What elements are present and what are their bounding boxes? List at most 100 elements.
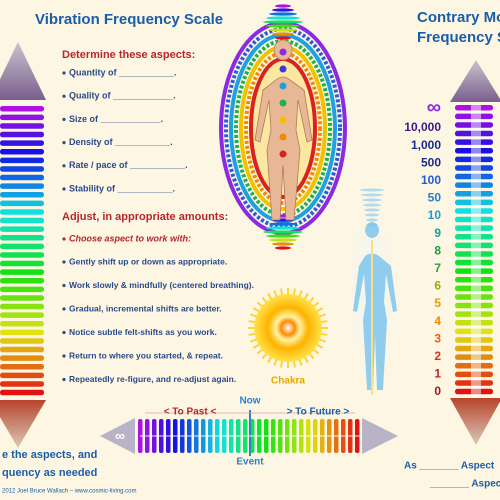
bullet <box>62 237 66 241</box>
timeline-future: > To Future > <box>287 407 350 418</box>
stripe <box>0 295 44 301</box>
adjust-item: Notice subtle felt-shifts as you work. <box>69 327 217 337</box>
stripe <box>0 200 44 207</box>
stripe <box>0 226 44 232</box>
bullet <box>62 260 66 264</box>
footer-left: e the aspects, and <box>2 449 97 461</box>
scale-label: ∞ <box>427 96 441 118</box>
footer-right: As _______ Aspect <box>404 461 495 472</box>
bullet <box>62 164 66 168</box>
infinity-mark: ∞ <box>115 428 125 444</box>
stripe <box>0 140 44 146</box>
figure-disc <box>361 193 383 197</box>
stripe <box>0 243 44 250</box>
scale-label: 100 <box>421 173 441 187</box>
root-disc <box>269 238 297 242</box>
scale-label: 4 <box>434 314 441 328</box>
aspect-item: Quality of ____________. <box>69 91 176 101</box>
bullet <box>62 330 66 335</box>
bullet <box>62 71 66 75</box>
chakra-sun <box>254 294 322 362</box>
crown-disc <box>275 4 291 8</box>
stripe <box>0 269 44 275</box>
crown-disc <box>263 20 303 24</box>
adjust-item: Gently shift up or down as appropriate. <box>69 256 227 266</box>
stripe <box>0 355 44 361</box>
scale-label: 500 <box>421 155 441 169</box>
timeline-right-arrow <box>362 418 398 454</box>
adjust-heading: Adjust, in appropriate amounts: <box>62 211 228 223</box>
adjust-item: Return to where you started, & repeat. <box>69 350 223 360</box>
root-disc <box>275 246 291 250</box>
scale-label: 0 <box>434 384 441 398</box>
root-disc <box>266 234 300 238</box>
chakra-dot <box>279 150 287 158</box>
stripe <box>0 209 44 215</box>
figure-disc <box>365 213 379 217</box>
stripe <box>0 260 44 267</box>
stripe <box>0 278 44 284</box>
arrow-down <box>0 400 46 448</box>
root-disc <box>269 222 297 226</box>
scale-label: 2 <box>434 349 441 363</box>
stripe <box>0 312 44 318</box>
stripe <box>0 149 44 155</box>
stripe <box>0 381 44 387</box>
arrow-up <box>450 60 500 102</box>
scale-label: 10,000 <box>404 120 441 134</box>
footer-right: _______ Aspect S <box>429 479 500 490</box>
scale-label: 6 <box>434 279 441 293</box>
aura-ring <box>224 27 342 229</box>
root-disc <box>263 230 303 234</box>
figure-disc <box>360 188 384 192</box>
bullet <box>62 94 66 98</box>
human-figure <box>254 39 313 221</box>
scale-label: 5 <box>434 296 441 310</box>
crown-disc <box>275 36 291 40</box>
stripe <box>0 286 44 293</box>
aspect-item: Rate / pace of ___________. <box>69 160 188 170</box>
crown-disc <box>272 32 294 36</box>
arrow-up <box>0 42 46 100</box>
aspect-item: Size of ____________. <box>69 114 163 124</box>
scale-label: 8 <box>434 243 441 257</box>
timeline-now: Now <box>239 396 260 407</box>
figure-disc <box>362 198 382 202</box>
scale-label: 3 <box>434 331 441 345</box>
aspect-item: Quantity of ___________. <box>69 67 177 77</box>
stripe <box>0 389 44 396</box>
stripe <box>0 123 44 129</box>
stripe <box>0 338 44 344</box>
aspects-heading: Determine these aspects: <box>62 49 195 61</box>
bullet <box>62 307 66 311</box>
adjust-item: Repeatedly re-figure, and re-adjust agai… <box>69 374 236 384</box>
stripe <box>0 114 44 121</box>
chakra-dot <box>279 48 287 56</box>
adjust-item: Gradual, incremental shifts are better. <box>69 303 222 313</box>
chakra-label: Chakra <box>271 376 305 387</box>
stripe <box>0 166 44 172</box>
timeline-left-arrow <box>100 418 135 454</box>
stripe <box>0 217 44 224</box>
stripe <box>0 106 44 112</box>
aspect-item: Stability of ___________. <box>69 183 175 193</box>
scale-center <box>471 104 481 398</box>
scale-label: 9 <box>434 226 441 240</box>
stripe <box>0 372 44 379</box>
stripe <box>0 174 44 181</box>
chakra-dot <box>279 82 287 90</box>
bullet <box>62 354 66 358</box>
scale-label: 7 <box>434 261 441 275</box>
bullet <box>62 141 66 145</box>
arrow-down <box>450 398 500 445</box>
chakra-dot <box>279 65 287 73</box>
stripe <box>0 346 44 353</box>
crown-disc <box>266 16 300 20</box>
standing-figure <box>353 222 397 390</box>
stripe <box>0 192 44 198</box>
aspect-item: Density of ___________. <box>69 137 173 147</box>
stripe <box>0 321 44 327</box>
right-title: Contrary Mo <box>417 9 500 26</box>
